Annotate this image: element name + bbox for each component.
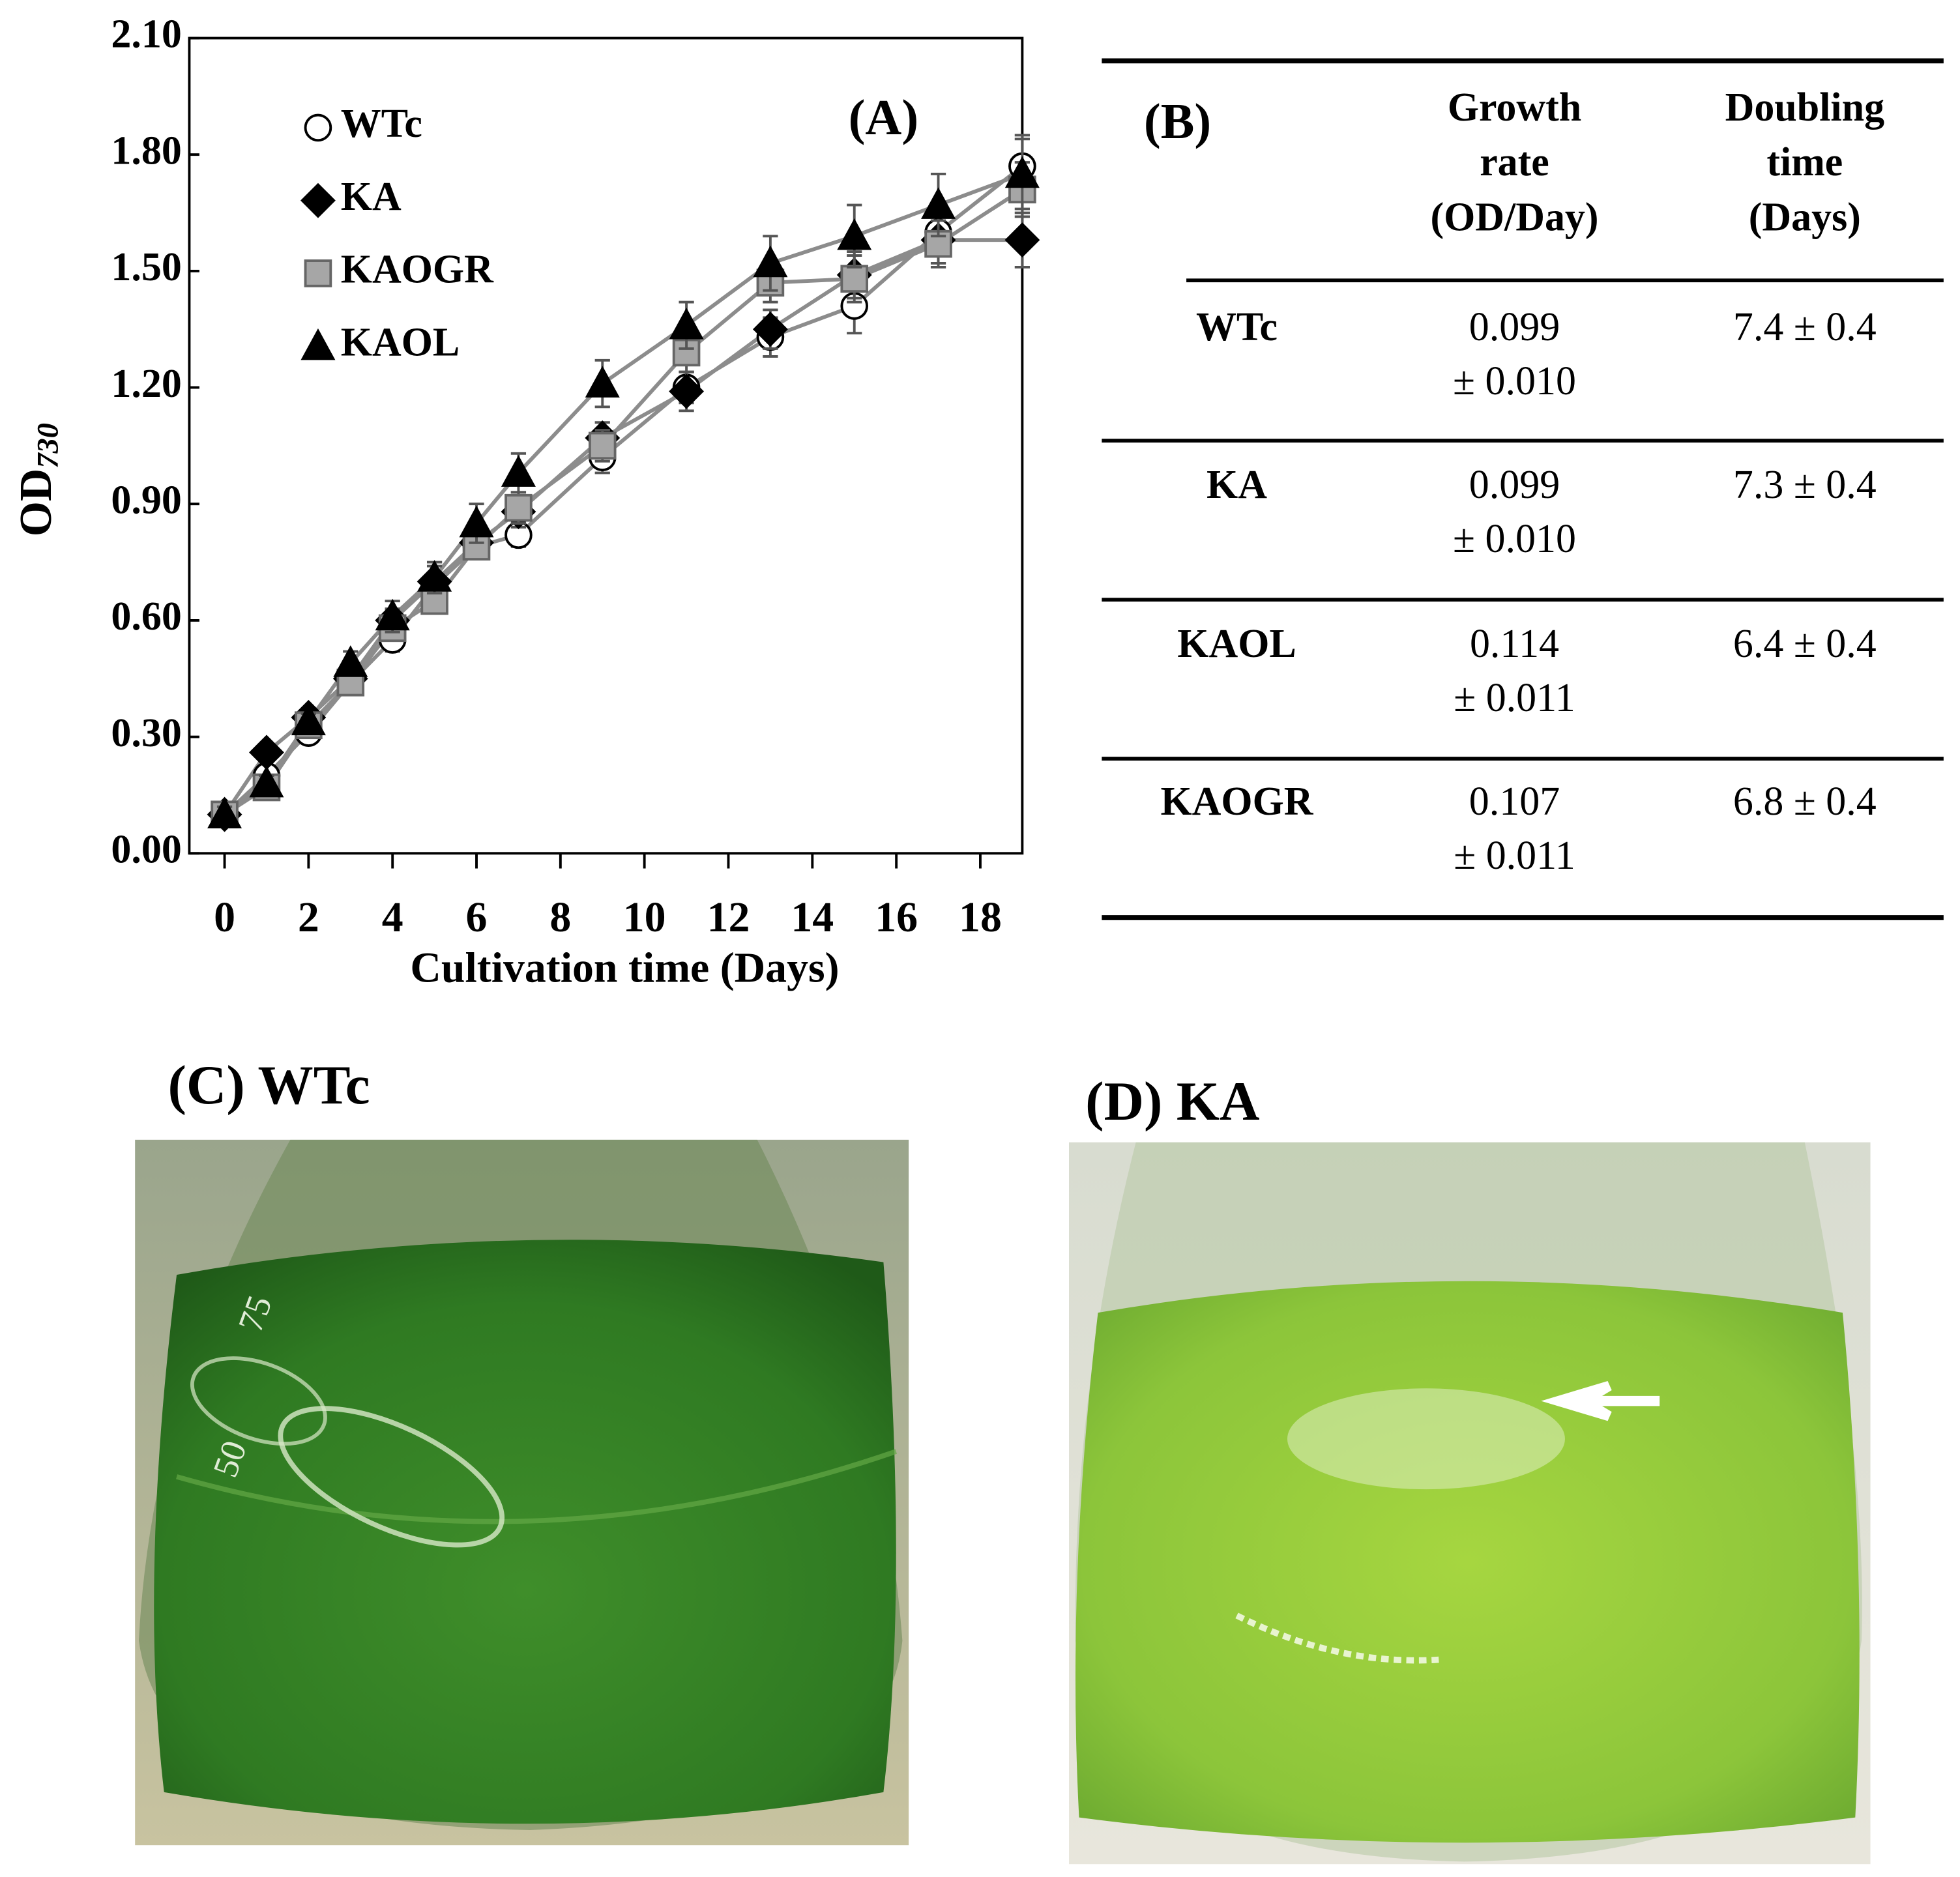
marker	[333, 645, 368, 677]
glass-reflection	[190, 1356, 327, 1446]
x-tick-label: 2	[298, 894, 319, 941]
table: (B) Growth rate (OD/Day) Doubling time (Days)…	[1102, 58, 1944, 920]
marker	[420, 587, 448, 615]
photo-label: (D) KA	[1085, 1071, 1259, 1132]
row-label: KAOGR	[1160, 779, 1313, 824]
marker	[300, 182, 336, 218]
cell: ± 0.011	[1454, 834, 1575, 878]
y-title-main: OD	[11, 469, 61, 537]
marker	[837, 218, 872, 250]
cell: 6.8 ± 0.4	[1733, 779, 1877, 824]
column-header: (Days)	[1749, 195, 1861, 239]
column-header: Growth	[1448, 85, 1581, 130]
meniscus	[1235, 1612, 1439, 1664]
x-tick-label: 8	[549, 894, 571, 941]
x-tick-label: 14	[791, 894, 834, 941]
column-header: Doubling	[1725, 85, 1885, 130]
legend-label: KA	[341, 175, 402, 219]
y-tick-label: 0.90	[111, 478, 181, 522]
legend-label: KAOGR	[341, 248, 494, 292]
culture	[154, 1240, 896, 1824]
glass-reflection	[278, 1406, 505, 1548]
marker	[459, 505, 494, 538]
photo: (C) WTc 75 50	[135, 1055, 909, 1846]
marker	[752, 312, 788, 347]
x-axis-title: Cultivation time (Days)	[410, 944, 839, 991]
y-tick-label: 0.30	[111, 711, 181, 755]
y-tick-label: 1.50	[111, 245, 181, 289]
legend-label: WTc	[341, 102, 422, 146]
marker	[1004, 222, 1040, 258]
marker	[304, 259, 332, 287]
marker	[304, 113, 332, 142]
x-tick-label: 0	[214, 894, 235, 941]
marker	[588, 431, 617, 460]
marker	[669, 373, 705, 409]
row-label: KA	[1207, 463, 1267, 507]
arrow	[1541, 1380, 1660, 1421]
y-tick-label: 0.60	[111, 594, 181, 639]
marker	[207, 796, 242, 829]
marker	[501, 455, 536, 487]
y-title-sub: 730	[31, 423, 65, 469]
cell: 0.107	[1469, 779, 1560, 824]
panel-label: (A)	[849, 89, 919, 145]
marker	[753, 245, 788, 278]
marker	[291, 703, 326, 736]
marker	[921, 187, 956, 219]
cell: 0.099	[1469, 305, 1560, 349]
cell: ± 0.011	[1454, 676, 1575, 720]
column-header: (OD/Day)	[1430, 195, 1598, 239]
y-tick-label: 0.00	[111, 828, 181, 872]
cell: 0.099	[1469, 463, 1560, 507]
cell: ± 0.010	[1453, 517, 1576, 561]
chart: (A) Cultivation time (Days) OD730 0.00 0.…	[11, 12, 1040, 991]
x-tick-label: 16	[875, 894, 918, 941]
y-tick-label: 1.80	[111, 128, 181, 173]
meniscus	[176, 1449, 898, 1524]
x-tick-label: 6	[466, 894, 488, 941]
column-header: time	[1766, 140, 1843, 184]
y-tick-label: 1.20	[111, 362, 181, 406]
x-tick-label: 10	[623, 894, 666, 941]
marker	[840, 265, 869, 293]
row-label: WTc	[1196, 305, 1278, 349]
row-label: KAOL	[1177, 622, 1296, 666]
plot-frame	[188, 36, 1024, 855]
y-tick-label: 2.10	[111, 12, 181, 57]
marker	[1004, 156, 1040, 188]
legend-label: KAOL	[341, 320, 460, 364]
x-tick-label: 12	[707, 894, 750, 941]
marker	[417, 560, 452, 592]
marker	[505, 493, 533, 522]
cell: ± 0.010	[1453, 359, 1576, 403]
marker	[300, 328, 336, 360]
cell: 7.3 ± 0.4	[1733, 463, 1877, 507]
marker	[249, 765, 284, 798]
cell: 0.114	[1470, 622, 1559, 666]
marker	[669, 307, 704, 340]
photo: (D) KA	[1069, 1071, 1871, 1865]
x-tick-label: 4	[382, 894, 403, 941]
culture	[1075, 1281, 1860, 1843]
photo-label: (C) WTc	[168, 1055, 370, 1116]
floating-aggregate	[1287, 1388, 1565, 1490]
column-header: rate	[1480, 140, 1549, 184]
y-axis-title: OD730	[11, 423, 65, 536]
marker	[585, 366, 620, 398]
x-tick-label: 18	[959, 894, 1002, 941]
panel-label: (B)	[1144, 93, 1211, 149]
marker	[375, 598, 410, 631]
cell: 7.4 ± 0.4	[1733, 305, 1877, 349]
cell: 6.4 ± 0.4	[1733, 622, 1877, 666]
